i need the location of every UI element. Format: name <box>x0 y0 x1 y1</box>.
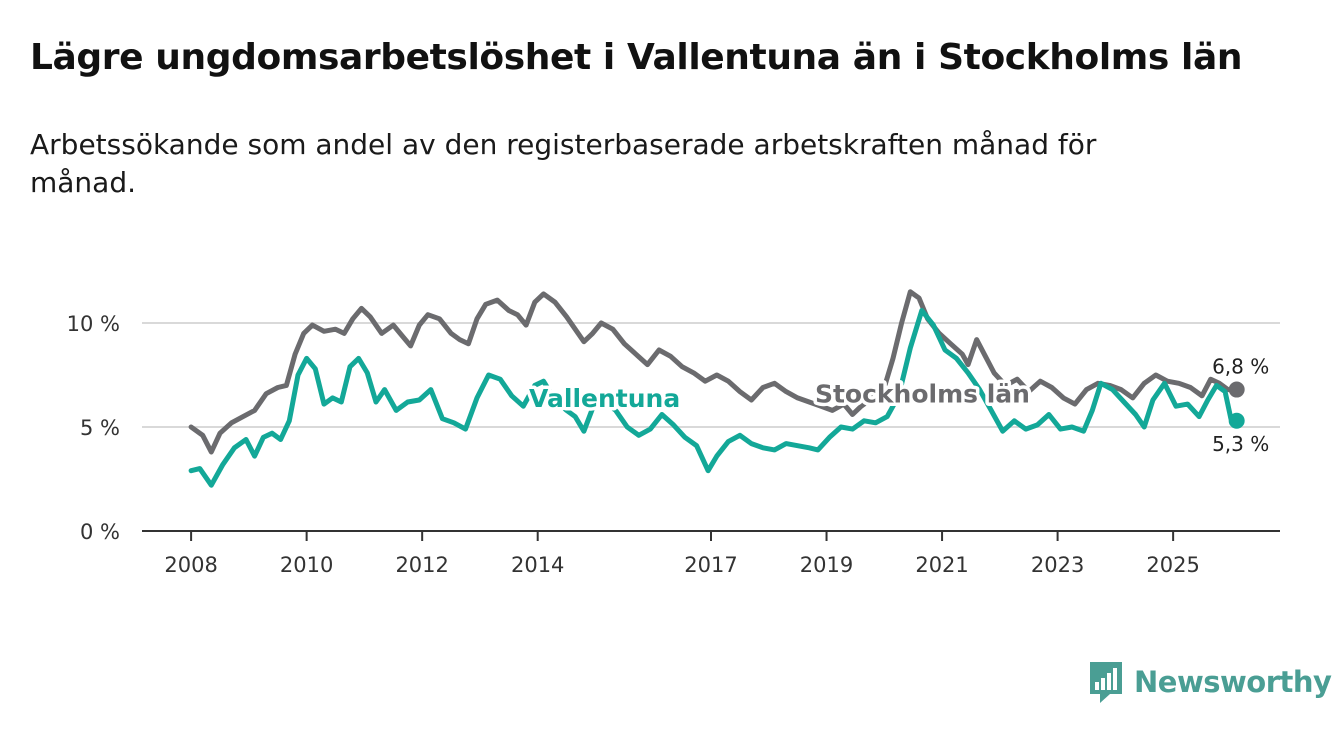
x-tick-label: 2025 <box>1146 553 1199 577</box>
end-point-vallentuna <box>1228 412 1245 429</box>
x-tick-label: 2019 <box>800 553 853 577</box>
series-line-vallentuna <box>188 308 1240 488</box>
series-label-vallentuna: Vallentuna <box>529 384 680 413</box>
x-tick-label: 2023 <box>1031 553 1084 577</box>
y-tick-label: 10 % <box>67 312 120 336</box>
x-axis: 2008 2010 2012 2014 2017 2019 2021 2023 2025 <box>142 530 1280 577</box>
gridlines <box>142 322 1280 428</box>
series-labels: Stockholms län Vallentuna 6,8 % 5,3 % <box>526 355 1270 456</box>
y-tick-label: 5 % <box>80 416 120 440</box>
y-tick-label: 0 % <box>80 520 120 544</box>
series-label-stockholms-l-n: Stockholms län <box>815 380 1030 409</box>
end-label-vallentuna: 5,3 % <box>1212 432 1269 456</box>
series-line-stockholms-l-n <box>188 289 1240 455</box>
x-tick-label: 2008 <box>164 553 217 577</box>
x-tick-label: 2021 <box>915 553 968 577</box>
end-label-stockholms-l-n: 6,8 % <box>1212 355 1269 379</box>
series-lines <box>188 289 1240 488</box>
brand-name: Newsworthy <box>1134 665 1332 699</box>
chart-title: Lägre ungdomsarbetslöshet i Vallentuna ä… <box>30 37 1243 78</box>
end-point-stockholms-l-n <box>1228 381 1245 398</box>
x-tick-label: 2010 <box>280 553 333 577</box>
chart-subtitle: Arbetssökande som andel av den registerb… <box>30 128 1097 199</box>
x-tick-label: 2014 <box>511 553 564 577</box>
newsworthy-logo-icon <box>1090 662 1122 703</box>
brand-logo: Newsworthy <box>1088 660 1332 704</box>
x-tick-label: 2012 <box>395 553 448 577</box>
x-tick-label: 2017 <box>684 553 737 577</box>
y-axis: 0 % 5 % 10 % <box>67 312 120 544</box>
